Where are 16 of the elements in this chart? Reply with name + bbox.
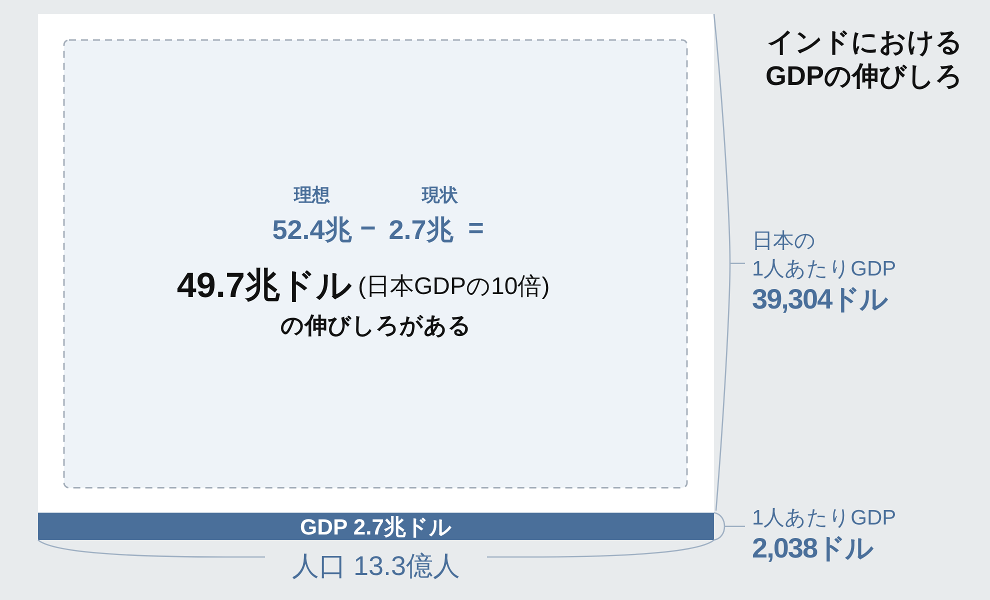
text: の伸びしろがある — [280, 312, 472, 338]
text: インドにおける GDPの伸びしろ — [765, 27, 963, 91]
text: 2.7兆 — [388, 215, 454, 245]
text: 人口 13.3億人 — [292, 551, 460, 581]
category-label: 1人あたりGDP — [752, 506, 896, 530]
text: 理想 — [293, 185, 330, 205]
data-label: 39,304ドル — [752, 283, 889, 314]
text: 49.7兆ドル — [176, 266, 352, 305]
category-label: 日本の 1人あたりGDP — [752, 229, 896, 280]
text: − — [360, 213, 376, 243]
data-label: 2,038ドル — [752, 532, 874, 564]
text: 52.4兆 — [272, 215, 353, 245]
text: 現状 — [421, 185, 459, 205]
text: = — [468, 213, 484, 243]
text: GDP 2.7兆ドル — [300, 514, 452, 540]
text: (日本GDPの10倍) — [358, 273, 550, 300]
